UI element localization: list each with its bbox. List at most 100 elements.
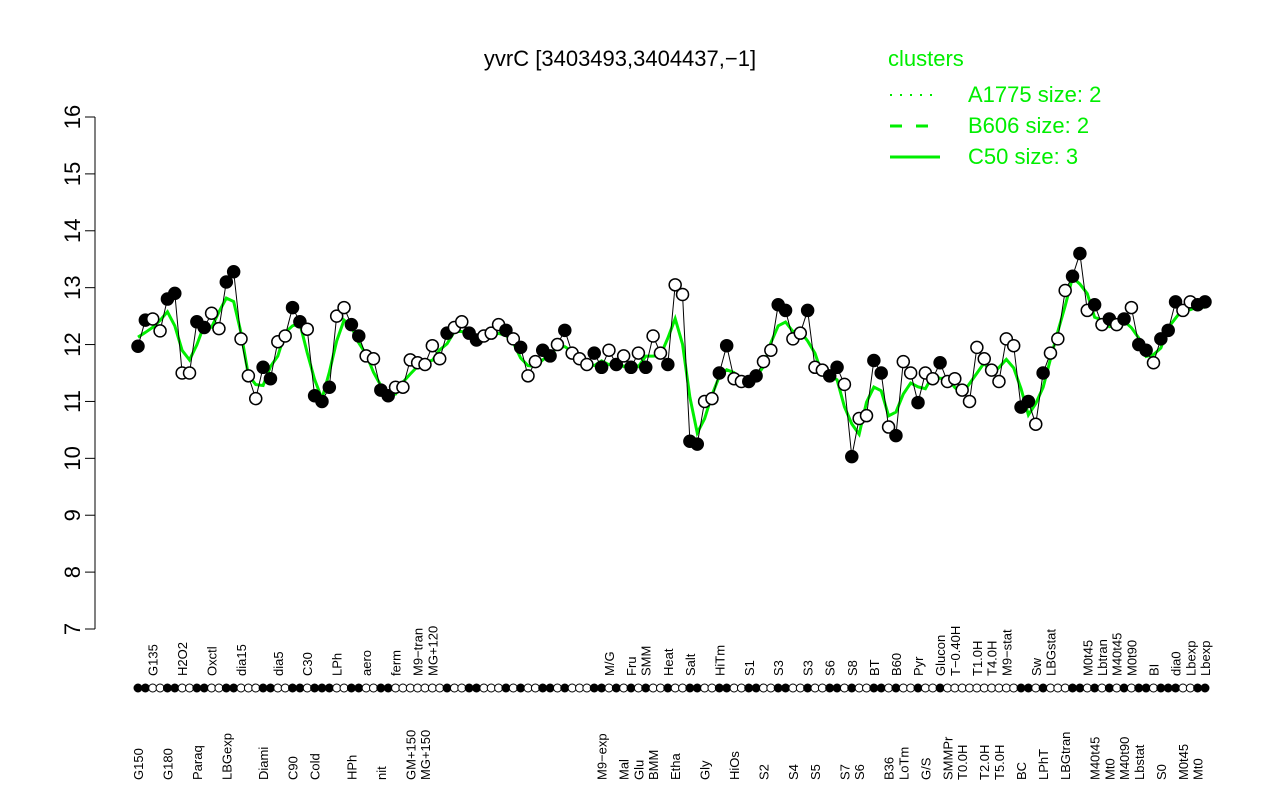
- x-tick-label: MG+150: [418, 730, 433, 780]
- x-tick-label: HiTm: [712, 645, 727, 676]
- x-tick-label: Pyr: [911, 656, 926, 676]
- strip-marker: [479, 683, 489, 693]
- data-point: [764, 343, 778, 357]
- strip-marker: [413, 683, 423, 693]
- strip-marker: [361, 683, 371, 693]
- strip-marker: [979, 683, 989, 693]
- legend: clusters A1775 size: 2 B606 size: 2 C50 …: [888, 46, 1101, 169]
- data-point: [955, 383, 969, 397]
- data-point: [315, 394, 329, 409]
- x-tick-label: G135: [146, 644, 161, 676]
- strip-marker: [876, 683, 886, 693]
- strip-marker: [582, 683, 592, 693]
- strip-marker: [1141, 683, 1151, 693]
- data-point: [653, 346, 668, 360]
- data-point: [793, 326, 808, 340]
- data-point: [1029, 417, 1043, 431]
- x-tick-label: M/G: [602, 651, 617, 676]
- strip-marker: [1126, 683, 1136, 693]
- strip-marker: [148, 683, 158, 693]
- x-tick-label: aero: [359, 650, 374, 676]
- strip-marker: [376, 683, 386, 693]
- strip-marker: [1082, 683, 1092, 693]
- strip-marker: [692, 683, 702, 693]
- strip-marker: [383, 683, 393, 693]
- data-point: [168, 286, 182, 301]
- strip-marker: [957, 683, 967, 693]
- strip-marker: [1023, 683, 1033, 693]
- strip-marker: [891, 683, 901, 693]
- strip-marker: [265, 683, 275, 693]
- x-tick-label: Cold: [308, 753, 323, 780]
- data-point: [1139, 343, 1153, 357]
- strip-marker: [1075, 683, 1085, 693]
- strip-marker: [1097, 683, 1107, 693]
- strip-marker: [766, 683, 776, 693]
- data-point: [992, 374, 1006, 389]
- strip-marker: [449, 683, 459, 693]
- data-point: [1124, 300, 1139, 315]
- strip-marker: [464, 683, 474, 693]
- data-point: [337, 300, 351, 315]
- strip-marker: [773, 683, 783, 693]
- strip-marker: [744, 683, 754, 693]
- strip-marker: [832, 683, 842, 693]
- strip-marker: [1001, 683, 1011, 693]
- strip-marker: [648, 683, 658, 693]
- strip-marker: [1038, 683, 1048, 693]
- x-tick-label: M9−exp: [595, 733, 610, 780]
- strip-marker: [398, 683, 408, 693]
- data-point: [933, 356, 947, 370]
- x-tick-label: S2: [756, 764, 771, 780]
- data-point: [212, 321, 226, 336]
- data-point: [646, 329, 660, 343]
- data-point: [845, 449, 859, 464]
- data-point: [256, 360, 270, 375]
- x-tick-label: C30: [300, 652, 315, 676]
- x-tick-label: M40t45: [1110, 633, 1125, 676]
- data-point: [690, 437, 705, 451]
- strip-marker: [847, 683, 857, 693]
- data-point: [609, 357, 624, 372]
- strip-marker: [795, 683, 805, 693]
- data-point: [182, 366, 197, 380]
- strip-marker: [729, 683, 739, 693]
- strip-marker: [229, 683, 239, 693]
- strip-marker: [597, 683, 607, 693]
- data-point: [580, 357, 594, 372]
- x-tick-label: S7: [837, 764, 852, 780]
- strip-marker: [1178, 683, 1188, 693]
- strip-marker: [538, 683, 548, 693]
- strip-marker: [685, 683, 695, 693]
- y-tick-label: 15: [60, 162, 85, 186]
- strip-marker: [185, 683, 195, 693]
- strip-marker: [508, 683, 518, 693]
- strip-marker: [214, 683, 224, 693]
- strip-marker: [177, 683, 187, 693]
- strip-marker: [604, 683, 614, 693]
- strip-marker: [655, 683, 665, 693]
- strip-marker: [1156, 683, 1166, 693]
- strip-marker: [898, 683, 908, 693]
- strip-marker: [523, 683, 533, 693]
- data-point: [506, 332, 521, 346]
- data-point: [543, 349, 557, 363]
- strip-marker: [1104, 683, 1114, 693]
- x-tick-label: Sw: [1029, 657, 1044, 676]
- data-point: [241, 369, 256, 383]
- x-tick-label: T5.0H: [992, 745, 1007, 780]
- x-tick-label: Mt0: [1102, 758, 1117, 780]
- chart-title: yvrC [3403493,3404437,−1]: [484, 46, 756, 71]
- strip-marker: [221, 683, 231, 693]
- strip-marker: [972, 683, 982, 693]
- strip-marker: [575, 683, 585, 693]
- data-point: [1168, 295, 1183, 309]
- x-tick-label: T2.0H: [977, 745, 992, 780]
- x-tick-label: S0: [1154, 764, 1169, 780]
- strip-marker: [133, 683, 143, 693]
- strip-marker: [928, 683, 938, 693]
- data-point: [661, 357, 675, 372]
- x-tick-label: S5: [808, 764, 823, 780]
- data-point: [366, 352, 381, 366]
- strip-marker: [471, 683, 481, 693]
